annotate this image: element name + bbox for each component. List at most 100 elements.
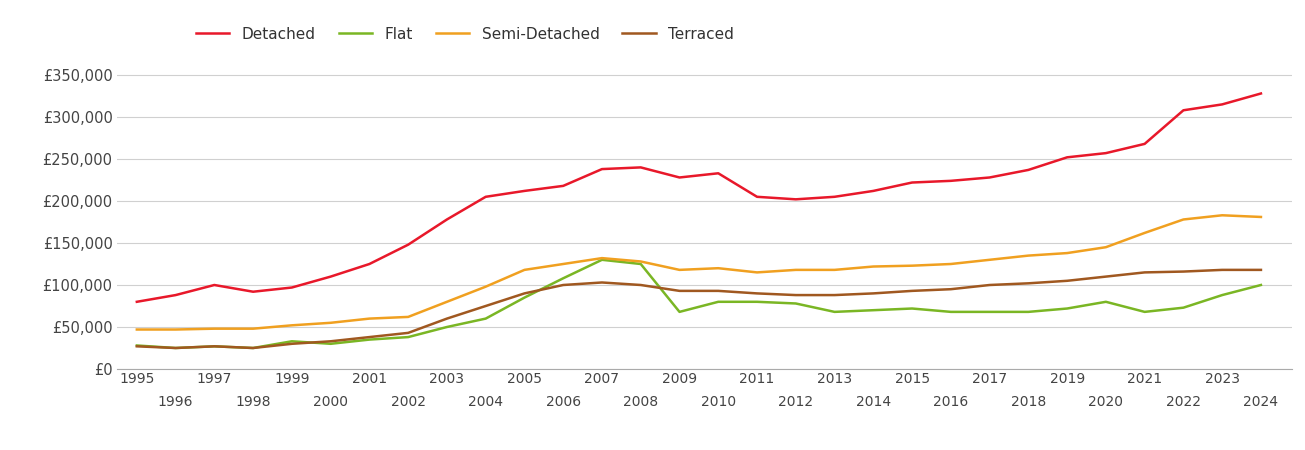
Terraced <box>1253 267 1268 273</box>
Flat <box>1021 309 1036 315</box>
Flat <box>710 299 726 305</box>
Terraced <box>322 338 338 344</box>
Flat <box>556 275 572 281</box>
Detached <box>749 194 765 199</box>
Flat <box>517 295 532 300</box>
Line: Semi-Detached: Semi-Detached <box>137 215 1261 329</box>
Semi-Detached <box>1253 214 1268 220</box>
Semi-Detached <box>981 257 997 262</box>
Semi-Detached <box>438 299 454 305</box>
Terraced <box>710 288 726 293</box>
Semi-Detached <box>749 270 765 275</box>
Semi-Detached <box>361 316 377 321</box>
Detached <box>594 166 609 172</box>
Semi-Detached <box>517 267 532 273</box>
Detached <box>129 299 145 305</box>
Detached <box>1098 150 1113 156</box>
Semi-Detached <box>944 261 959 267</box>
Terraced <box>478 303 493 309</box>
Flat <box>168 345 184 351</box>
Semi-Detached <box>245 326 261 331</box>
Semi-Detached <box>788 267 804 273</box>
Terraced <box>206 344 222 349</box>
Semi-Detached <box>710 266 726 271</box>
Terraced <box>944 287 959 292</box>
Terraced <box>633 282 649 288</box>
Flat <box>865 307 881 313</box>
Terraced <box>438 316 454 321</box>
Semi-Detached <box>633 259 649 264</box>
Detached <box>1215 102 1231 107</box>
Flat <box>981 309 997 315</box>
Line: Detached: Detached <box>137 94 1261 302</box>
Semi-Detached <box>129 327 145 332</box>
Semi-Detached <box>1060 250 1075 256</box>
Flat <box>1098 299 1113 305</box>
Flat <box>284 338 300 344</box>
Semi-Detached <box>827 267 843 273</box>
Semi-Detached <box>401 314 416 319</box>
Semi-Detached <box>168 327 184 332</box>
Semi-Detached <box>904 263 920 268</box>
Semi-Detached <box>1021 253 1036 258</box>
Detached <box>478 194 493 199</box>
Terraced <box>1060 278 1075 284</box>
Detached <box>284 285 300 290</box>
Flat <box>245 345 261 351</box>
Detached <box>904 180 920 185</box>
Flat <box>1253 282 1268 288</box>
Flat <box>1215 292 1231 298</box>
Terraced <box>594 280 609 285</box>
Terraced <box>556 282 572 288</box>
Detached <box>1253 91 1268 96</box>
Detached <box>981 175 997 180</box>
Detached <box>865 188 881 194</box>
Terraced <box>168 345 184 351</box>
Flat <box>827 309 843 315</box>
Terraced <box>904 288 920 293</box>
Flat <box>206 344 222 349</box>
Semi-Detached <box>206 326 222 331</box>
Semi-Detached <box>1098 244 1113 250</box>
Detached <box>827 194 843 199</box>
Line: Terraced: Terraced <box>137 270 1261 348</box>
Flat <box>904 306 920 311</box>
Terraced <box>827 292 843 298</box>
Flat <box>944 309 959 315</box>
Terraced <box>788 292 804 298</box>
Terraced <box>1098 274 1113 279</box>
Flat <box>594 257 609 262</box>
Detached <box>206 282 222 288</box>
Semi-Detached <box>672 267 688 273</box>
Terraced <box>1215 267 1231 273</box>
Flat <box>322 341 338 346</box>
Legend: Detached, Flat, Semi-Detached, Terraced: Detached, Flat, Semi-Detached, Terraced <box>189 21 740 48</box>
Detached <box>1021 167 1036 173</box>
Flat <box>788 301 804 306</box>
Terraced <box>361 334 377 340</box>
Flat <box>438 324 454 330</box>
Terraced <box>1021 281 1036 286</box>
Semi-Detached <box>1176 217 1191 222</box>
Detached <box>672 175 688 180</box>
Flat <box>401 334 416 340</box>
Terraced <box>1176 269 1191 274</box>
Flat <box>361 337 377 342</box>
Detached <box>517 188 532 194</box>
Detached <box>245 289 261 294</box>
Semi-Detached <box>322 320 338 325</box>
Terraced <box>749 291 765 296</box>
Detached <box>788 197 804 202</box>
Detached <box>361 261 377 267</box>
Detached <box>556 183 572 189</box>
Flat <box>1060 306 1075 311</box>
Terraced <box>865 291 881 296</box>
Detached <box>168 292 184 298</box>
Terraced <box>517 291 532 296</box>
Terraced <box>129 344 145 349</box>
Terraced <box>672 288 688 293</box>
Detached <box>1176 108 1191 113</box>
Flat <box>1176 305 1191 310</box>
Detached <box>322 274 338 279</box>
Detached <box>401 242 416 248</box>
